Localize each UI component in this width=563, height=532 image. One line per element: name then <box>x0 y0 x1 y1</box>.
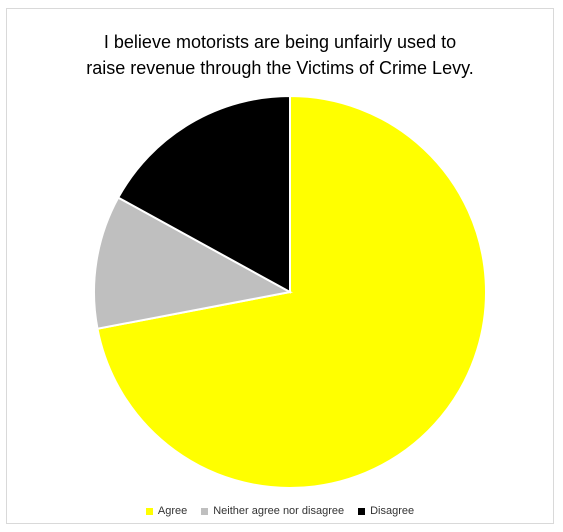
legend-swatch-disagree <box>358 507 366 515</box>
legend-item-disagree: Disagree <box>358 505 414 517</box>
chart-title-line-2: raise revenue through the Victims of Cri… <box>86 58 474 78</box>
chart-title-line-1: I believe motorists are being unfairly u… <box>103 32 457 52</box>
legend-item-agree: Agree <box>145 505 188 517</box>
legend-label-disagree: Disagree <box>370 505 415 517</box>
pie-chart <box>93 94 487 489</box>
chart-legend: Agree Neither agree nor disagree Disagre… <box>7 505 553 517</box>
legend-swatch-neither <box>201 507 209 515</box>
chart-title: I believe motorists are being unfairly u… <box>7 29 553 81</box>
legend-item-neither: Neither agree nor disagree <box>201 505 344 517</box>
pie-slice-disagree <box>116 94 291 294</box>
chart-frame: I believe motorists are being unfairly u… <box>6 8 554 524</box>
legend-label-agree: Agree <box>157 505 188 517</box>
legend-label-neither: Neither agree nor disagree <box>213 505 345 517</box>
pie-slice-neither <box>93 196 293 330</box>
legend-swatch-agree <box>145 507 153 515</box>
